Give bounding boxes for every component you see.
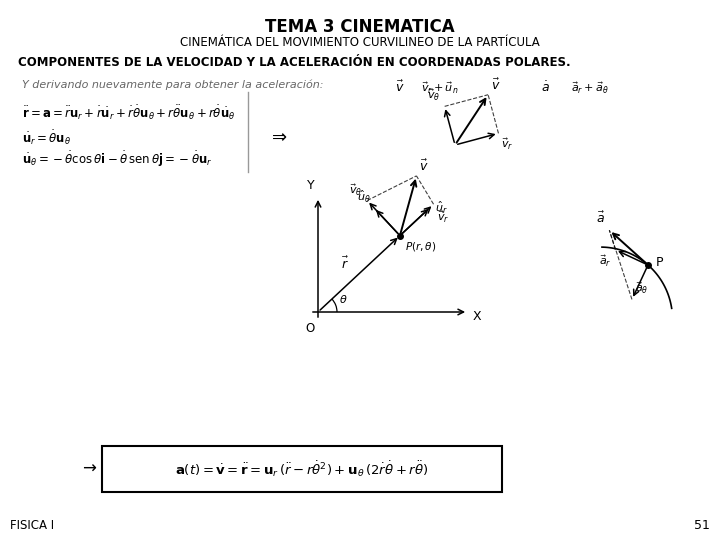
Text: COMPONENTES DE LA VELOCIDAD Y LA ACELERACIÓN EN COORDENADAS POLARES.: COMPONENTES DE LA VELOCIDAD Y LA ACELERA… bbox=[18, 56, 571, 69]
Text: $\vec{v}_r$: $\vec{v}_r$ bbox=[501, 137, 514, 152]
Text: $\vec{r}$: $\vec{r}$ bbox=[341, 255, 349, 272]
Text: $\vec{a}_r$: $\vec{a}_r$ bbox=[599, 254, 611, 269]
Text: $\vec{a}_r + \vec{a}_\theta$: $\vec{a}_r + \vec{a}_\theta$ bbox=[571, 80, 609, 96]
Text: Y: Y bbox=[307, 179, 315, 192]
Text: $\vec{v}_r$: $\vec{v}_r$ bbox=[436, 209, 449, 225]
Text: $\vec{v}$: $\vec{v}$ bbox=[395, 80, 405, 95]
Text: $\vec{v}$: $\vec{v}$ bbox=[491, 77, 500, 93]
Text: $\vec{v}$: $\vec{v}$ bbox=[420, 159, 429, 174]
Text: $\Rightarrow$: $\Rightarrow$ bbox=[268, 127, 288, 145]
Text: $\hat{u}_r$: $\hat{u}_r$ bbox=[435, 200, 447, 216]
Text: $\theta$: $\theta$ bbox=[339, 293, 348, 305]
Text: $\dot{\mathbf{u}}_\theta = -\dot{\theta}\cos\theta\mathbf{i} - \dot{\theta}\,\ma: $\dot{\mathbf{u}}_\theta = -\dot{\theta}… bbox=[22, 150, 212, 170]
Text: $\dot{a}$: $\dot{a}$ bbox=[541, 80, 549, 94]
Text: $P(r,\theta)$: $P(r,\theta)$ bbox=[405, 240, 436, 253]
Text: $\vec{v}_\theta$: $\vec{v}_\theta$ bbox=[428, 88, 441, 103]
Text: Y derivando nuevamente para obtener la aceleración:: Y derivando nuevamente para obtener la a… bbox=[22, 80, 323, 91]
Text: X: X bbox=[473, 309, 482, 322]
Text: $\vec{a}$: $\vec{a}$ bbox=[596, 211, 606, 226]
Text: 51: 51 bbox=[694, 519, 710, 532]
Text: FISICA I: FISICA I bbox=[10, 519, 54, 532]
Text: CINEMÁTICA DEL MOVIMIENTO CURVILINEO DE LA PARTÍCULA: CINEMÁTICA DEL MOVIMIENTO CURVILINEO DE … bbox=[180, 36, 540, 49]
Text: $\dot{\mathbf{u}}_r = \dot{\theta}\mathbf{u}_\theta$: $\dot{\mathbf{u}}_r = \dot{\theta}\mathb… bbox=[22, 128, 71, 146]
Text: $\ddot{\mathbf{r}} = \mathbf{a} = \ddot{r}\mathbf{u}_r + \dot{r}\dot{\mathbf{u}}: $\ddot{\mathbf{r}} = \mathbf{a} = \ddot{… bbox=[22, 103, 235, 122]
Text: $\vec{a}_\theta$: $\vec{a}_\theta$ bbox=[635, 281, 649, 296]
Text: O: O bbox=[305, 322, 315, 335]
Text: P: P bbox=[656, 256, 664, 269]
Text: $\vec{v}_\theta$: $\vec{v}_\theta$ bbox=[349, 182, 362, 198]
Text: $\rightarrow$: $\rightarrow$ bbox=[78, 458, 97, 476]
Text: $\hat{u}_\theta$: $\hat{u}_\theta$ bbox=[357, 188, 371, 205]
Text: $\vec{v}_r + \vec{u}_n$: $\vec{v}_r + \vec{u}_n$ bbox=[421, 80, 459, 96]
Text: $\mathbf{a}(t) = \dot{\mathbf{v}} = \ddot{\mathbf{r}} = \mathbf{u}_r\,(\ddot{r} : $\mathbf{a}(t) = \dot{\mathbf{v}} = \ddo… bbox=[176, 459, 428, 479]
Text: TEMA 3 CINEMATICA: TEMA 3 CINEMATICA bbox=[265, 18, 455, 36]
FancyBboxPatch shape bbox=[102, 446, 502, 492]
